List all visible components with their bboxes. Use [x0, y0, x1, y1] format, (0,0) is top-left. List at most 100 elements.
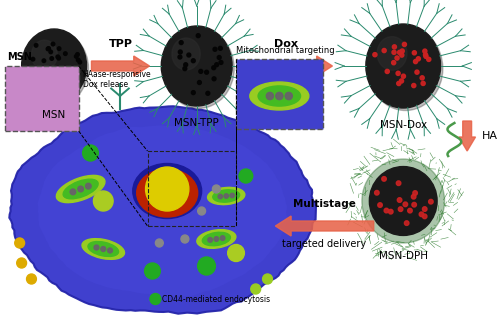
Ellipse shape: [258, 86, 300, 106]
Ellipse shape: [208, 187, 245, 205]
Circle shape: [422, 214, 427, 219]
Circle shape: [47, 47, 50, 50]
Ellipse shape: [88, 242, 118, 257]
Circle shape: [192, 91, 196, 95]
Circle shape: [280, 85, 290, 97]
Circle shape: [392, 61, 396, 65]
Text: Mitochondrial targeting: Mitochondrial targeting: [236, 46, 334, 55]
Circle shape: [15, 238, 24, 248]
Circle shape: [266, 92, 274, 100]
Circle shape: [412, 83, 416, 88]
Circle shape: [214, 237, 218, 241]
FancyBboxPatch shape: [236, 59, 322, 129]
Circle shape: [94, 245, 99, 250]
Circle shape: [220, 236, 225, 240]
Ellipse shape: [21, 77, 60, 121]
Circle shape: [398, 50, 402, 55]
Circle shape: [404, 221, 409, 225]
Circle shape: [212, 66, 216, 70]
Ellipse shape: [22, 29, 86, 103]
Circle shape: [187, 53, 191, 57]
Circle shape: [374, 190, 379, 195]
Circle shape: [56, 55, 59, 59]
Circle shape: [414, 60, 418, 64]
Ellipse shape: [56, 175, 105, 203]
Circle shape: [385, 69, 390, 73]
Circle shape: [82, 145, 98, 161]
Ellipse shape: [368, 26, 443, 111]
Circle shape: [382, 176, 386, 181]
FancyArrow shape: [240, 56, 332, 76]
Ellipse shape: [32, 40, 58, 70]
Ellipse shape: [197, 230, 236, 248]
Circle shape: [51, 42, 55, 46]
Circle shape: [212, 185, 220, 193]
Ellipse shape: [172, 38, 200, 70]
Circle shape: [183, 67, 187, 71]
Circle shape: [46, 70, 50, 73]
Circle shape: [208, 238, 212, 242]
Circle shape: [24, 95, 26, 98]
Text: CD44-mediated endocytosis: CD44-mediated endocytosis: [162, 295, 270, 304]
Circle shape: [395, 56, 399, 60]
Circle shape: [396, 181, 401, 185]
Circle shape: [362, 159, 444, 243]
Text: Dox: Dox: [274, 39, 298, 49]
Text: MSN-DPH: MSN-DPH: [378, 251, 428, 261]
Circle shape: [412, 194, 416, 199]
Circle shape: [50, 57, 53, 60]
Circle shape: [204, 70, 208, 74]
Text: TPP: TPP: [109, 39, 133, 49]
Circle shape: [146, 167, 189, 211]
Circle shape: [24, 100, 26, 102]
Ellipse shape: [20, 76, 59, 120]
Circle shape: [16, 258, 26, 268]
Circle shape: [178, 55, 182, 59]
Circle shape: [426, 57, 431, 62]
Circle shape: [150, 294, 161, 305]
Text: HAase-responsive
Dox release: HAase-responsive Dox release: [82, 70, 151, 89]
Circle shape: [384, 208, 388, 213]
Circle shape: [428, 199, 433, 204]
Circle shape: [412, 202, 416, 207]
Circle shape: [70, 189, 76, 195]
Circle shape: [198, 257, 216, 275]
Ellipse shape: [82, 239, 124, 260]
Circle shape: [398, 198, 402, 202]
Circle shape: [262, 274, 272, 284]
Circle shape: [58, 47, 61, 50]
Ellipse shape: [366, 24, 440, 108]
Circle shape: [78, 186, 84, 192]
Circle shape: [382, 48, 386, 53]
Circle shape: [34, 99, 36, 102]
Circle shape: [218, 46, 222, 50]
Circle shape: [36, 88, 38, 91]
Circle shape: [57, 73, 60, 77]
Circle shape: [392, 50, 396, 54]
Circle shape: [416, 57, 420, 61]
Circle shape: [420, 76, 424, 80]
Circle shape: [421, 81, 425, 85]
Circle shape: [41, 98, 43, 101]
Circle shape: [94, 191, 113, 211]
Circle shape: [76, 58, 80, 62]
Circle shape: [46, 79, 50, 83]
Ellipse shape: [202, 232, 230, 246]
Circle shape: [64, 52, 67, 56]
Circle shape: [415, 70, 419, 74]
Circle shape: [37, 103, 39, 106]
Circle shape: [101, 247, 105, 252]
Circle shape: [178, 50, 182, 54]
Circle shape: [108, 248, 112, 253]
Circle shape: [46, 47, 50, 51]
Text: MSN: MSN: [7, 52, 32, 62]
Circle shape: [199, 70, 202, 73]
Circle shape: [49, 50, 52, 54]
Ellipse shape: [63, 179, 98, 199]
Circle shape: [392, 45, 396, 49]
Ellipse shape: [136, 169, 198, 217]
Circle shape: [31, 57, 35, 61]
Circle shape: [251, 284, 260, 294]
Circle shape: [424, 53, 428, 57]
Text: targeted delivery: targeted delivery: [282, 239, 366, 249]
